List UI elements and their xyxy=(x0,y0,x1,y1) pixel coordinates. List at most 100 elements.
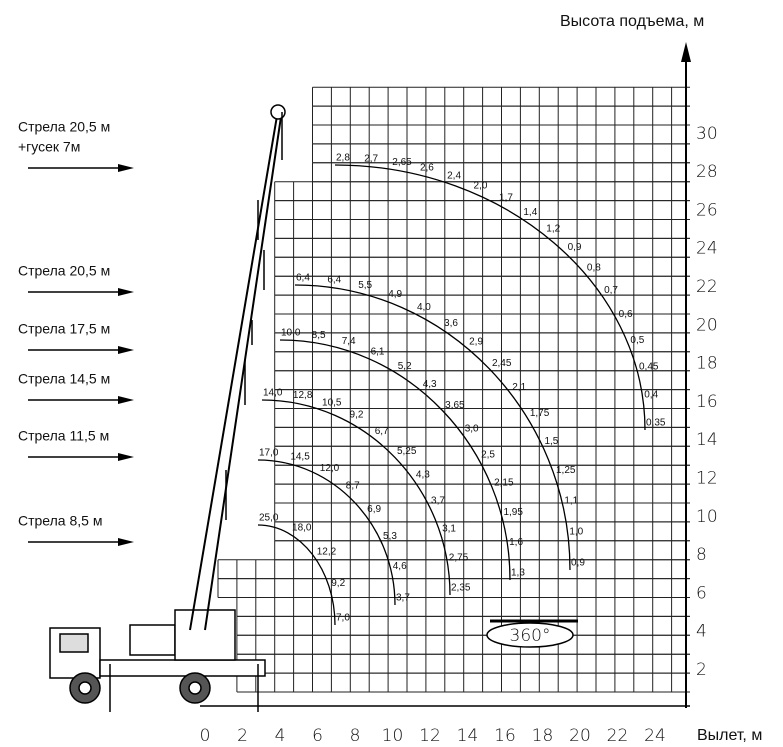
load-label: 2,4 xyxy=(447,170,461,181)
load-label: 2,35 xyxy=(451,583,471,594)
load-label: 12,2 xyxy=(317,547,337,558)
load-label: 6,9 xyxy=(367,504,381,515)
load-label: 3,6 xyxy=(444,318,458,329)
rotation-label: 360° xyxy=(510,626,551,646)
load-label: 5,25 xyxy=(397,446,417,457)
boom-label: Стрела 11,5 м xyxy=(18,428,109,444)
load-label: 1,1 xyxy=(564,495,578,506)
load-label: 0,9 xyxy=(571,558,585,569)
y-tick-label: 18 xyxy=(696,354,718,374)
load-curve xyxy=(335,165,645,430)
load-label: 0,8 xyxy=(587,263,601,274)
boom-label: Стрела 20,5 м xyxy=(18,263,110,279)
load-label: 9,2 xyxy=(331,578,345,589)
load-label: 4,3 xyxy=(423,379,437,390)
load-chart: Высота подъема, м Вылет, м 360° Стрела 2… xyxy=(0,0,783,747)
y-tick-label: 2 xyxy=(696,660,707,680)
load-label: 1,6 xyxy=(509,537,523,548)
load-label: 5,3 xyxy=(383,531,397,542)
load-label: 3,7 xyxy=(396,593,410,604)
load-label: 3,1 xyxy=(442,523,456,534)
load-label: 6,1 xyxy=(371,347,385,358)
load-label: 5,5 xyxy=(358,280,372,291)
load-label: 4,9 xyxy=(388,289,402,300)
load-label: 10,0 xyxy=(281,328,301,339)
y-tick-label: 14 xyxy=(696,430,718,450)
load-label: 12,0 xyxy=(320,463,340,474)
load-label: 3,65 xyxy=(445,400,465,411)
boom-label: Стрела 20,5 м xyxy=(18,119,110,135)
load-label: 4,3 xyxy=(416,470,430,481)
load-label: 2,7 xyxy=(364,154,378,165)
load-label: 0,7 xyxy=(604,285,618,296)
x-tick-label: 14 xyxy=(457,726,479,746)
load-label: 7,0 xyxy=(336,613,350,624)
boom-label: Стрела 14,5 м xyxy=(18,371,110,387)
y-tick-label: 26 xyxy=(696,200,718,220)
load-label: 0,45 xyxy=(639,362,659,373)
x-tick-label: 2 xyxy=(237,726,248,746)
load-label: 1,0 xyxy=(569,526,583,537)
x-tick-label: 4 xyxy=(275,726,286,746)
load-label: 1,2 xyxy=(546,223,560,234)
load-label: 0,9 xyxy=(568,242,582,253)
boom-arrowhead xyxy=(118,538,134,546)
load-label: 0,4 xyxy=(644,389,658,400)
load-curve xyxy=(258,525,335,625)
load-label: 1,4 xyxy=(523,207,537,218)
boom-label: +гусек 7м xyxy=(18,139,80,155)
x-tick-label: 22 xyxy=(607,726,629,746)
load-label: 17,0 xyxy=(259,448,279,459)
load-label: 2,45 xyxy=(492,358,512,369)
load-label: 1,25 xyxy=(556,465,576,476)
y-axis-label: Высота подъема, м xyxy=(560,13,704,30)
boom-arrowhead xyxy=(118,346,134,354)
x-tick-label: 24 xyxy=(644,726,666,746)
x-tick-label: 10 xyxy=(382,726,404,746)
load-label: 8,5 xyxy=(312,330,326,341)
x-tick-label: 8 xyxy=(350,726,361,746)
load-label: 2,6 xyxy=(420,163,434,174)
y-arrow xyxy=(681,42,691,62)
load-label: 4,0 xyxy=(417,302,431,313)
load-label: 2,9 xyxy=(469,337,483,348)
load-label: 14,5 xyxy=(290,451,310,462)
y-tick-label: 30 xyxy=(696,124,718,144)
load-label: 5,2 xyxy=(398,361,412,372)
x-tick-label: 12 xyxy=(419,726,441,746)
load-label: 3,7 xyxy=(431,495,445,506)
x-tick-label: 16 xyxy=(494,726,516,746)
load-label: 0,5 xyxy=(630,335,644,346)
x-tick-label: 6 xyxy=(312,726,323,746)
x-axis-label: Вылет, м xyxy=(697,727,762,744)
boom-arrowhead xyxy=(118,288,134,296)
load-label: 0,35 xyxy=(646,418,666,429)
load-label: 6,7 xyxy=(375,426,389,437)
load-label: 2,0 xyxy=(474,180,488,191)
load-label: 1,95 xyxy=(503,507,523,518)
y-tick-label: 20 xyxy=(696,315,718,335)
load-label: 10,5 xyxy=(322,398,342,409)
y-tick-label: 6 xyxy=(696,583,707,603)
load-label: 1,75 xyxy=(530,408,550,419)
boom-label: Стрела 8,5 м xyxy=(18,513,102,529)
load-label: 2,15 xyxy=(494,478,514,489)
y-tick-label: 4 xyxy=(696,622,707,642)
load-label: 12,8 xyxy=(293,390,313,401)
y-tick-label: 22 xyxy=(696,277,718,297)
load-label: 2,75 xyxy=(449,553,469,564)
load-curve xyxy=(258,460,395,605)
boom-label: Стрела 17,5 м xyxy=(18,321,110,337)
load-label: 0,6 xyxy=(619,309,633,320)
load-curve xyxy=(280,340,510,580)
load-label: 3,0 xyxy=(465,424,479,435)
y-tick-label: 16 xyxy=(696,392,718,412)
load-label: 2,65 xyxy=(392,157,412,168)
load-label: 1,5 xyxy=(544,436,558,447)
load-label: 8,7 xyxy=(346,481,360,492)
boom-arrowhead xyxy=(118,164,134,172)
load-label: 2,5 xyxy=(481,450,495,461)
load-label: 18,0 xyxy=(292,522,312,533)
load-label: 1,7 xyxy=(499,193,513,204)
load-label: 9,2 xyxy=(350,410,364,421)
